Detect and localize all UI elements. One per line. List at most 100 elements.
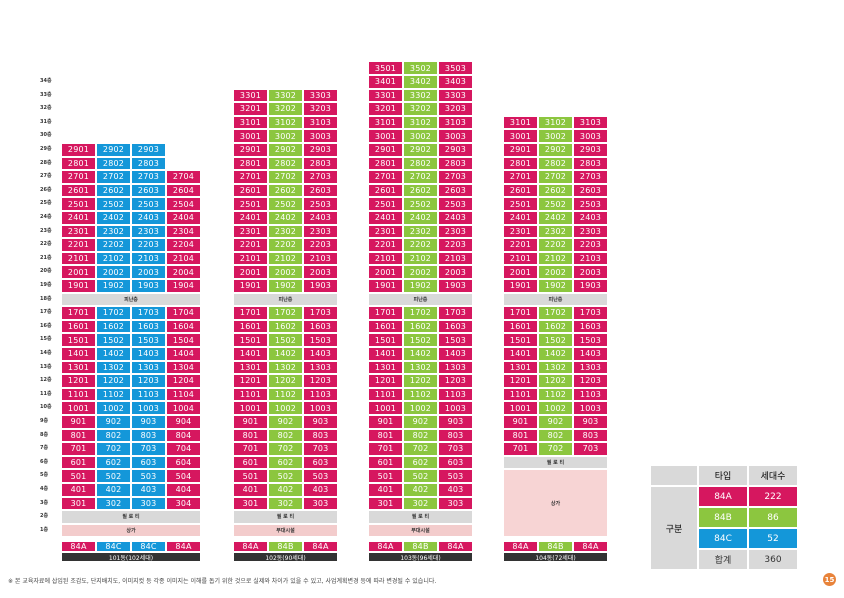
amenity-band: 부대시설 <box>233 523 338 538</box>
unit-cell: 1501 <box>233 333 268 347</box>
unit-cell: 2001 <box>368 265 403 279</box>
unit-cell: 1202 <box>96 374 131 388</box>
unit-cell: 903 <box>573 415 608 429</box>
unit-cell: 1702 <box>538 306 573 320</box>
unit-cell: 2402 <box>403 211 438 225</box>
unit-cell: 1101 <box>503 387 538 402</box>
floor-label: 24층 <box>40 214 52 220</box>
amenity-band: 부대시설 <box>368 523 473 538</box>
floor-label: 27층 <box>40 173 52 180</box>
unit-cell: 2802 <box>96 156 131 171</box>
unit-cell: 2701 <box>61 170 96 184</box>
unit-cell: 1501 <box>368 333 403 347</box>
piloti-band: 필 로 티 <box>61 510 201 524</box>
unit-cell: 2503 <box>438 197 473 211</box>
unit-cell: 2404 <box>166 211 201 225</box>
unit-cell: 2602 <box>403 183 438 198</box>
unit-cell: 2101 <box>503 251 538 266</box>
unit-cell: 3001 <box>503 129 538 143</box>
unit-cell: 901 <box>233 415 268 429</box>
floor-label: 1층 <box>40 526 49 533</box>
unit-cell: 2203 <box>438 238 473 252</box>
unit-cell: 2203 <box>131 238 166 252</box>
type-cell: 84A <box>368 541 403 553</box>
unit-cell: 701 <box>368 442 403 456</box>
legend-group-header: 구분 <box>650 486 698 570</box>
unit-cell: 2302 <box>268 224 303 239</box>
unit-cell: 2601 <box>61 183 96 198</box>
unit-cell: 1502 <box>96 333 131 347</box>
unit-cell: 901 <box>61 415 96 429</box>
floor-label: 31층 <box>40 118 52 125</box>
unit-cell: 1001 <box>233 401 268 415</box>
building-name: 103동(96세대) <box>368 552 473 563</box>
unit-cell: 1201 <box>368 374 403 388</box>
unit-cell: 2401 <box>233 211 268 225</box>
unit-cell: 1303 <box>303 360 338 375</box>
unit-cell: 2503 <box>303 197 338 211</box>
unit-cell: 2003 <box>131 265 166 279</box>
unit-cell: 1901 <box>368 279 403 293</box>
unit-cell: 2601 <box>503 183 538 198</box>
refuge-floor-band: 피난층 <box>61 292 201 307</box>
unit-cell: 903 <box>131 415 166 429</box>
unit-cell: 2402 <box>96 211 131 225</box>
unit-cell: 2702 <box>403 170 438 184</box>
unit-cell: 3002 <box>538 129 573 143</box>
unit-cell: 1303 <box>131 360 166 375</box>
unit-cell: 1502 <box>268 333 303 347</box>
shop-band: 상가 <box>61 523 201 538</box>
unit-cell: 303 <box>131 496 166 511</box>
unit-cell: 1501 <box>61 333 96 347</box>
unit-cell: 2903 <box>131 143 166 157</box>
type-cell: 84A <box>303 541 338 553</box>
unit-cell: 1203 <box>303 374 338 388</box>
type-cell: 84A <box>166 541 201 553</box>
unit-cell: 1302 <box>96 360 131 375</box>
unit-cell: 1601 <box>368 319 403 334</box>
unit-cell: 2103 <box>131 251 166 266</box>
unit-cell: 2502 <box>538 197 573 211</box>
unit-cell: 304 <box>166 496 201 511</box>
unit-cell: 1102 <box>96 387 131 402</box>
refuge-floor-band: 피난층 <box>368 292 473 307</box>
unit-cell: 1201 <box>233 374 268 388</box>
unit-cell: 1702 <box>268 306 303 320</box>
unit-cell: 3402 <box>403 75 438 89</box>
unit-cell: 902 <box>403 415 438 429</box>
floor-label: 21층 <box>40 254 52 261</box>
unit-cell: 1401 <box>233 347 268 361</box>
unit-cell: 2902 <box>268 143 303 157</box>
floor-label: 5층 <box>40 472 49 479</box>
unit-cell: 1503 <box>573 333 608 347</box>
unit-cell: 2202 <box>403 238 438 252</box>
unit-cell: 1601 <box>61 319 96 334</box>
floor-label: 3층 <box>40 499 49 506</box>
unit-cell: 1702 <box>96 306 131 320</box>
floor-label: 13층 <box>40 363 52 370</box>
unit-cell: 801 <box>233 428 268 443</box>
building-name: 101동(102세대) <box>61 552 201 563</box>
unit-cell: 703 <box>438 442 473 456</box>
unit-cell: 2202 <box>96 238 131 252</box>
unit-cell: 3101 <box>368 115 403 130</box>
unit-cell: 3103 <box>438 115 473 130</box>
unit-cell: 1503 <box>131 333 166 347</box>
unit-cell: 2302 <box>403 224 438 239</box>
unit-cell: 2703 <box>438 170 473 184</box>
unit-cell: 603 <box>438 455 473 470</box>
unit-cell: 1003 <box>303 401 338 415</box>
unit-cell: 2402 <box>538 211 573 225</box>
unit-cell: 2101 <box>61 251 96 266</box>
refuge-floor-band: 피난층 <box>233 292 338 307</box>
floor-label: 23층 <box>40 227 52 234</box>
unit-cell: 2601 <box>233 183 268 198</box>
unit-cell: 2201 <box>368 238 403 252</box>
unit-cell: 1402 <box>96 347 131 361</box>
unit-cell: 1003 <box>573 401 608 415</box>
type-cell: 84A <box>233 541 268 553</box>
unit-cell: 1301 <box>368 360 403 375</box>
unit-cell: 2602 <box>96 183 131 198</box>
unit-cell: 2102 <box>403 251 438 266</box>
unit-cell: 3003 <box>438 129 473 143</box>
